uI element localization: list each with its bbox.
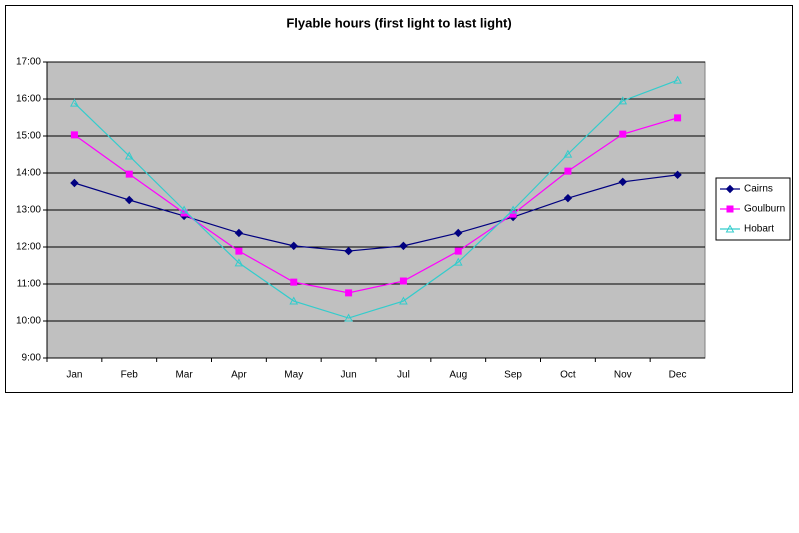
- x-tick-label: Jul: [397, 370, 410, 381]
- y-tick-label: 13:00: [16, 205, 41, 216]
- data-point: [673, 170, 682, 180]
- data-point: [289, 296, 299, 305]
- data-point: [564, 167, 572, 175]
- y-tick-label: 9:00: [22, 353, 42, 364]
- series-line: [74, 174, 678, 252]
- x-tick-label: Mar: [175, 370, 193, 381]
- data-point: [618, 96, 628, 105]
- x-tick-label: Feb: [121, 370, 139, 381]
- legend-marker: [725, 224, 735, 233]
- data-point: [234, 228, 244, 238]
- x-tick-label: Apr: [231, 370, 247, 381]
- y-tick-label: 14:00: [16, 168, 41, 179]
- data-point: [399, 241, 408, 251]
- x-tick-label: Nov: [614, 370, 632, 381]
- data-point: [124, 151, 134, 160]
- x-tick-label: May: [284, 370, 303, 381]
- data-point: [563, 193, 573, 203]
- data-point: [673, 75, 682, 84]
- y-tick-label: 10:00: [16, 316, 41, 327]
- data-point: [508, 205, 518, 214]
- data-point: [70, 98, 79, 107]
- data-point: [344, 313, 353, 322]
- data-point: [563, 149, 573, 158]
- y-tick-label: 17:00: [16, 57, 41, 68]
- data-point: [125, 170, 133, 178]
- data-point: [453, 257, 463, 266]
- series-line: [74, 79, 678, 319]
- legend-label: Hobart: [744, 224, 774, 235]
- data-point: [70, 178, 79, 188]
- data-point: [399, 296, 408, 305]
- data-point: [454, 247, 462, 255]
- y-tick-label: 16:00: [16, 94, 41, 105]
- data-point: [290, 278, 298, 286]
- data-point: [125, 195, 134, 205]
- x-tick-label: Sep: [504, 370, 522, 381]
- x-tick-label: Aug: [449, 370, 467, 381]
- x-tick-label: Oct: [560, 370, 576, 381]
- data-point: [235, 247, 243, 255]
- legend-marker: [726, 205, 734, 213]
- data-point: [399, 277, 407, 285]
- series-line: [74, 117, 678, 294]
- data-point: [289, 241, 298, 251]
- legend-label: Cairns: [744, 184, 773, 195]
- data-point: [344, 246, 353, 256]
- y-tick-label: 15:00: [16, 131, 41, 142]
- data-point: [345, 289, 353, 297]
- x-tick-label: Dec: [669, 370, 687, 381]
- x-tick-label: Jan: [66, 370, 82, 381]
- legend-label: Goulburn: [744, 204, 785, 215]
- data-point: [619, 130, 627, 138]
- chart-title: Flyable hours (first light to last light…: [286, 15, 511, 30]
- data-point: [674, 114, 682, 122]
- legend-marker: [725, 184, 735, 194]
- data-point: [234, 258, 244, 267]
- data-point: [70, 131, 78, 139]
- y-tick-label: 11:00: [17, 279, 42, 290]
- y-tick-label: 12:00: [16, 242, 41, 253]
- x-tick-label: Jun: [341, 370, 357, 381]
- data-point: [618, 177, 627, 187]
- data-point: [179, 205, 189, 214]
- data-point: [454, 228, 463, 238]
